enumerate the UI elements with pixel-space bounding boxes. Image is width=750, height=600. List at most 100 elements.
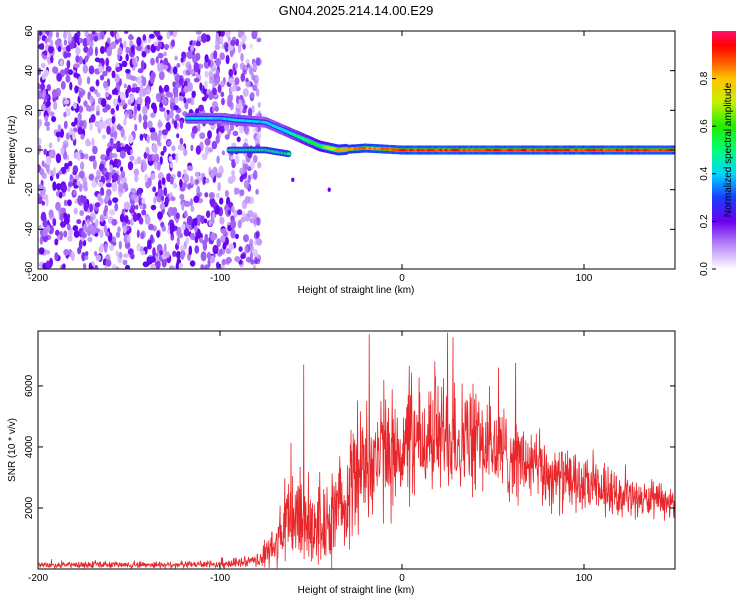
- noise-blob: [95, 92, 101, 98]
- noise-blob: [143, 152, 148, 159]
- noise-blob: [208, 192, 215, 200]
- noise-blob: [161, 177, 166, 185]
- noise-blob: [63, 51, 68, 59]
- noise-blob: [204, 70, 209, 78]
- noise-blob: [173, 120, 178, 129]
- noise-blob: [133, 105, 138, 115]
- noise-blob: [149, 173, 156, 180]
- x-tick-label: 100: [576, 273, 593, 284]
- noise-blob: [211, 140, 218, 150]
- noise-blob: [152, 247, 156, 257]
- noise-blob: [118, 240, 122, 250]
- noise-blob: [112, 236, 116, 243]
- noise-blob: [59, 221, 67, 228]
- noise-blob: [69, 127, 73, 135]
- noise-blob: [150, 132, 155, 141]
- noise-blob: [106, 125, 111, 135]
- noise-blob: [192, 40, 197, 46]
- noise-blob: [55, 183, 62, 191]
- noise-blob: [184, 210, 188, 218]
- noise-blob: [77, 126, 83, 135]
- noise-blob: [116, 124, 122, 130]
- noise-blob: [106, 37, 111, 44]
- noise-blob: [169, 176, 174, 185]
- noise-blob: [152, 186, 157, 193]
- noise-blob: [220, 36, 224, 45]
- colorbar-label: Normalized spectral amplitude: [723, 82, 734, 217]
- noise-blob: [204, 264, 209, 269]
- noise-blob: [225, 54, 230, 65]
- noise-blob: [111, 218, 118, 226]
- noise-blob: [242, 163, 249, 170]
- snr-panel: -200 -100 0 100 2000 4000 6000 Height of strai…: [7, 330, 676, 596]
- noise-blob: [103, 208, 107, 217]
- x-tick-label: -100: [210, 573, 230, 584]
- noise-blob: [44, 121, 51, 127]
- noise-blob: [79, 210, 85, 216]
- noise-blob: [208, 91, 214, 101]
- noise-blob: [199, 237, 203, 244]
- noise-blob: [88, 155, 95, 162]
- noise-blob: [156, 162, 161, 171]
- noise-blob: [109, 164, 113, 173]
- noise-blob: [117, 226, 121, 233]
- noise-blob: [123, 201, 131, 210]
- noise-blob: [219, 31, 225, 37]
- noise-blob: [153, 143, 158, 154]
- noise-blob: [255, 88, 260, 97]
- noise-blob: [159, 62, 164, 73]
- noise-blob: [38, 31, 43, 36]
- noise-blob: [79, 170, 85, 179]
- noise-blob: [216, 238, 221, 248]
- noise-blob: [49, 31, 53, 38]
- y-tick-label: -60: [24, 261, 35, 276]
- snr-ylabel: SNR (10 * v/v): [7, 418, 18, 482]
- noise-blob: [208, 147, 214, 153]
- spectrogram-ylabel: Frequency (Hz): [7, 116, 18, 185]
- branch-core: [286, 152, 291, 156]
- noise-blob: [154, 31, 160, 38]
- noise-blob: [187, 183, 192, 190]
- noise-blob: [144, 173, 149, 183]
- noise-blob: [170, 227, 174, 236]
- noise-blob: [193, 217, 199, 226]
- noise-blob: [98, 66, 104, 73]
- colorbar-tick-label: 0.4: [699, 166, 710, 180]
- noise-blob: [252, 248, 258, 257]
- noise-blob: [132, 83, 138, 89]
- noise-blob: [93, 35, 99, 42]
- noise-blob: [59, 230, 63, 241]
- noise-blob: [45, 100, 51, 107]
- noise-blob: [128, 35, 134, 41]
- noise-blob: [186, 215, 193, 226]
- noise-blob: [176, 133, 180, 139]
- noise-blob: [112, 143, 117, 149]
- noise-blob: [183, 80, 188, 88]
- noise-blob: [140, 60, 145, 70]
- noise-blob: [159, 156, 163, 165]
- noise-blob: [236, 209, 243, 216]
- noise-blob: [234, 154, 240, 165]
- noise-blob: [220, 228, 227, 234]
- noise-blob: [243, 125, 249, 135]
- noise-blob: [197, 35, 202, 42]
- noise-blob: [234, 62, 238, 69]
- noise-blob: [121, 60, 128, 68]
- noise-blob: [179, 137, 184, 145]
- colorbar-ticks: 0.0 0.2 0.4 0.6 0.8: [699, 71, 716, 276]
- noise-blob: [150, 204, 157, 211]
- noise-blob: [73, 63, 80, 69]
- noise-blob: [109, 209, 116, 216]
- noise-blob: [63, 248, 70, 256]
- noise-blob: [40, 62, 46, 68]
- noise-blob: [49, 111, 55, 117]
- noise-blob: [179, 245, 186, 252]
- noise-blob: [55, 153, 62, 164]
- noise-blob: [217, 182, 221, 192]
- noise-blob: [195, 145, 202, 155]
- noise-blob: [165, 122, 171, 131]
- noise-blob: [245, 81, 251, 88]
- noise-blob: [194, 245, 200, 254]
